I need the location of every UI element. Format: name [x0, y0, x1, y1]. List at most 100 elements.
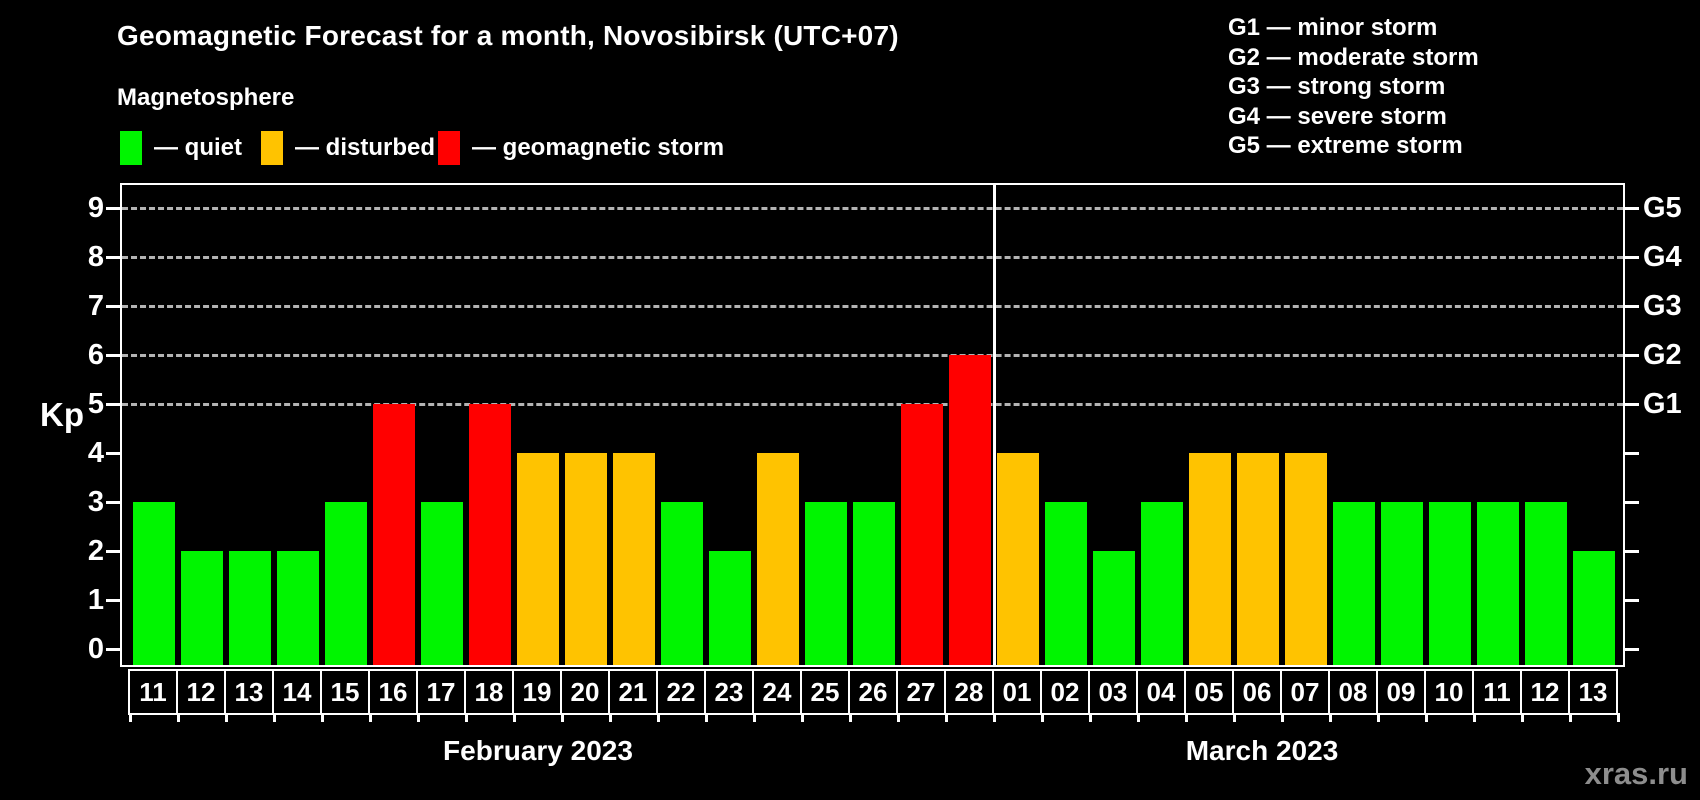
kp-bar-february-11	[133, 502, 175, 665]
day-label-february-16: 16	[368, 669, 418, 715]
day-boundary-tick	[849, 713, 852, 722]
day-boundary-tick	[273, 713, 276, 722]
left-tick-7	[106, 305, 120, 308]
g3-legend-line: G3 — strong storm	[1228, 73, 1446, 100]
day-label-march-07: 07	[1280, 669, 1330, 715]
y-tick-label-3: 3	[87, 486, 104, 518]
kp-bar-march-11	[1477, 502, 1519, 665]
disturbed-color-swatch	[261, 131, 283, 165]
y-axis-tick-labels: 0 1 2 3 4 5 6 7 8 9	[52, 185, 107, 669]
day-label-february-23: 23	[704, 669, 754, 715]
kp-bar-february-19	[517, 453, 559, 665]
gridline-kp9	[122, 207, 1623, 210]
day-label-february-15: 15	[320, 669, 370, 715]
g-axis-labels: G1 G2 G3 G4 G5	[1643, 185, 1700, 669]
day-boundary-tick	[513, 713, 516, 722]
legend-storm-label: — geomagnetic storm	[472, 134, 725, 161]
day-boundary-tick	[801, 713, 804, 722]
g-axis-label-g2: G2	[1643, 339, 1682, 371]
y-tick-label-2: 2	[87, 535, 104, 567]
kp-bar-february-15	[325, 502, 367, 665]
kp-bar-february-23	[709, 551, 751, 665]
day-label-march-02: 02	[1040, 669, 1090, 715]
day-boundary-tick	[465, 713, 468, 722]
day-boundary-tick	[1377, 713, 1380, 722]
right-tick-8	[1625, 256, 1639, 259]
y-axis-title: Kp	[40, 396, 84, 433]
g5-legend-line: G5 — extreme storm	[1228, 132, 1463, 159]
day-label-march-06: 06	[1232, 669, 1282, 715]
kp-bar-february-22	[661, 502, 703, 665]
right-tick-7	[1625, 305, 1639, 308]
kp-bar-march-12	[1525, 502, 1567, 665]
day-boundary-tick	[1569, 713, 1572, 722]
kp-bar-march-05	[1189, 453, 1231, 665]
day-label-march-03: 03	[1088, 669, 1138, 715]
g2-legend-line: G2 — moderate storm	[1228, 43, 1479, 71]
month-label-february: February 2023	[443, 735, 633, 766]
right-tick-1	[1625, 599, 1639, 602]
day-boundary-tick	[1185, 713, 1188, 722]
day-label-march-09: 09	[1376, 669, 1426, 715]
g-scale-legend: G1 — minor storm G2 — moderate storm G3 …	[1228, 13, 1479, 161]
day-boundary-tick	[1329, 713, 1332, 722]
kp-bar-february-14	[277, 551, 319, 665]
day-boundary-tick	[321, 713, 324, 722]
day-label-march-05: 05	[1184, 669, 1234, 715]
page-title: Geomagnetic Forecast for a month, Novosi…	[117, 20, 899, 51]
day-boundary-tick	[897, 713, 900, 722]
day-boundary-tick	[561, 713, 564, 722]
gridline-kp8	[122, 256, 1623, 259]
right-tick-0	[1625, 648, 1639, 651]
day-label-march-12: 12	[1520, 669, 1570, 715]
day-label-february-27: 27	[896, 669, 946, 715]
day-boundary-tick	[129, 713, 132, 722]
day-label-february-20: 20	[560, 669, 610, 715]
day-label-february-17: 17	[416, 669, 466, 715]
day-boundary-tick	[417, 713, 420, 722]
day-label-february-22: 22	[656, 669, 706, 715]
kp-bar-february-13	[229, 551, 271, 665]
kp-bar-february-26	[853, 502, 895, 665]
day-boundary-tick	[1089, 713, 1092, 722]
g-axis-label-g5: G5	[1643, 192, 1682, 224]
gridline-kp5	[122, 403, 1623, 406]
kp-bar-february-27	[901, 404, 943, 665]
day-label-march-08: 08	[1328, 669, 1378, 715]
gridline-kp6	[122, 354, 1623, 357]
left-tick-1	[106, 599, 120, 602]
day-boundary-tick	[1425, 713, 1428, 722]
day-label-february-25: 25	[800, 669, 850, 715]
legend-item-quiet: — quiet	[120, 131, 242, 165]
day-label-february-18: 18	[464, 669, 514, 715]
right-tick-5	[1625, 403, 1639, 406]
day-boundary-tick	[177, 713, 180, 722]
day-label-march-10: 10	[1424, 669, 1474, 715]
day-boundary-tick	[1137, 713, 1140, 722]
g-axis-label-g1: G1	[1643, 388, 1682, 420]
day-label-march-11: 11	[1472, 669, 1522, 715]
chart-subtitle: Magnetosphere	[117, 84, 295, 111]
kp-bar-march-07	[1285, 453, 1327, 665]
day-boundary-tick	[225, 713, 228, 722]
day-label-february-19: 19	[512, 669, 562, 715]
right-tick-4	[1625, 452, 1639, 455]
day-label-february-14: 14	[272, 669, 322, 715]
quiet-color-swatch	[120, 131, 142, 165]
day-boundary-tick	[657, 713, 660, 722]
day-boundary-tick	[1617, 713, 1620, 722]
day-boundary-tick	[993, 713, 996, 722]
day-boundary-tick	[1041, 713, 1044, 722]
kp-bar-march-03	[1093, 551, 1135, 665]
storm-color-swatch	[438, 131, 460, 165]
day-boundary-tick	[1521, 713, 1524, 722]
day-boundary-tick	[609, 713, 612, 722]
day-boundary-tick	[1233, 713, 1236, 722]
day-label-february-28: 28	[944, 669, 994, 715]
left-tick-5	[106, 403, 120, 406]
legend-disturbed-label: — disturbed	[295, 134, 436, 161]
day-label-february-13: 13	[224, 669, 274, 715]
kp-bar-march-02	[1045, 502, 1087, 665]
day-label-row: 11 12 13 14 15 16 17 18 19 20 21 22 23 24 25 26 27 28 01 02…	[122, 669, 1623, 725]
left-tick-9	[106, 207, 120, 210]
